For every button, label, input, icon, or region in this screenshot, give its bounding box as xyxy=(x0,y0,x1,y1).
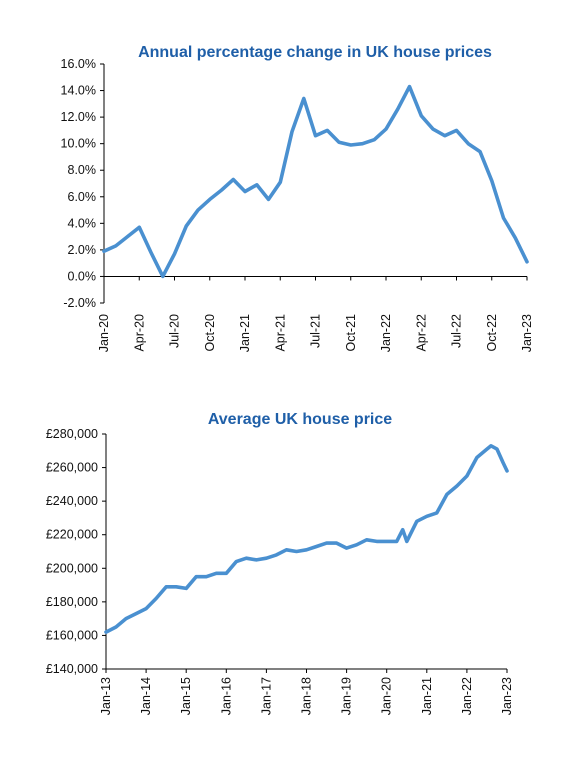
chart-2-x-ticks: Jan-13 Jan-14 Jan-15 Jan-16 Jan-17 Jan-18 Jan-… xyxy=(99,669,514,715)
x-tick-label: Jul-20 xyxy=(168,314,182,348)
y-tick-label: £180,000 xyxy=(46,595,98,609)
y-tick-label: 2.0% xyxy=(68,243,97,257)
x-tick-label: Apr-20 xyxy=(132,314,146,352)
chart-2-series xyxy=(104,443,509,634)
x-tick-label: Jan-22 xyxy=(379,314,393,352)
y-tick-label: £160,000 xyxy=(46,628,98,642)
y-tick-label: £260,000 xyxy=(46,461,98,475)
x-tick-label: Oct-22 xyxy=(485,314,499,352)
x-tick-label: Jan-21 xyxy=(238,314,252,352)
y-tick-label: 0.0% xyxy=(68,269,97,283)
x-tick-label: Oct-20 xyxy=(203,314,217,352)
y-tick-label: 6.0% xyxy=(68,190,97,204)
y-tick-label: 4.0% xyxy=(68,216,97,230)
y-tick-label: £280,000 xyxy=(46,427,98,441)
chart-2-title: Average UK house price xyxy=(208,411,392,428)
x-tick-label: Jan-17 xyxy=(259,677,273,715)
chart-1-y-ticks: 16.0% 14.0% 12.0% 10.0% 8.0% 6.0% 4.0% 2.0% 0.0%… xyxy=(61,57,104,310)
series-line xyxy=(102,84,529,279)
series-line xyxy=(104,443,509,634)
x-tick-label: Jan-18 xyxy=(300,677,314,715)
y-tick-label: 12.0% xyxy=(61,110,96,124)
chart-2-y-ticks: £280,000 £260,000 £240,000 £220,000 £200,000… xyxy=(46,427,106,676)
x-tick-label: Jan-14 xyxy=(139,677,153,715)
x-tick-label: Jul-22 xyxy=(450,314,464,348)
x-tick-label: Jan-23 xyxy=(520,314,534,352)
y-tick-label: £200,000 xyxy=(46,561,98,575)
x-tick-label: Apr-21 xyxy=(273,314,287,352)
chart-1-title: Annual percentage change in UK house pri… xyxy=(138,44,492,61)
chart-annual-change: Annual percentage change in UK house pri… xyxy=(61,44,534,352)
chart-1-x-ticks: Jan-20 Apr-20 Jul-20 Oct-20 Jan-21 Apr-21 Jul-… xyxy=(97,276,534,352)
x-tick-label: Jan-19 xyxy=(340,677,354,715)
x-tick-label: Jan-13 xyxy=(99,677,113,715)
x-tick-label: Jan-15 xyxy=(179,677,193,715)
x-tick-label: Jan-22 xyxy=(460,677,474,715)
y-tick-label: £240,000 xyxy=(46,494,98,508)
x-tick-label: Jan-21 xyxy=(420,677,434,715)
chart-1-series xyxy=(102,84,529,279)
y-tick-label: £140,000 xyxy=(46,662,98,676)
x-tick-label: Oct-21 xyxy=(344,314,358,352)
y-tick-label: -2.0% xyxy=(63,296,96,310)
chart-average-price: Average UK house price £280,000£260,000£… xyxy=(46,411,514,715)
x-tick-label: Apr-22 xyxy=(414,314,428,352)
x-tick-label: Jan-20 xyxy=(380,677,394,715)
x-tick-label: Jul-21 xyxy=(309,314,323,348)
y-tick-label: 10.0% xyxy=(61,137,96,151)
x-tick-label: Jan-16 xyxy=(219,677,233,715)
y-tick-label: 16.0% xyxy=(61,57,96,71)
x-tick-label: Jan-20 xyxy=(97,314,111,352)
y-tick-label: £220,000 xyxy=(46,528,98,542)
y-tick-label: 8.0% xyxy=(68,163,97,177)
x-tick-label: Jan-23 xyxy=(500,677,514,715)
y-tick-label: 14.0% xyxy=(61,84,96,98)
